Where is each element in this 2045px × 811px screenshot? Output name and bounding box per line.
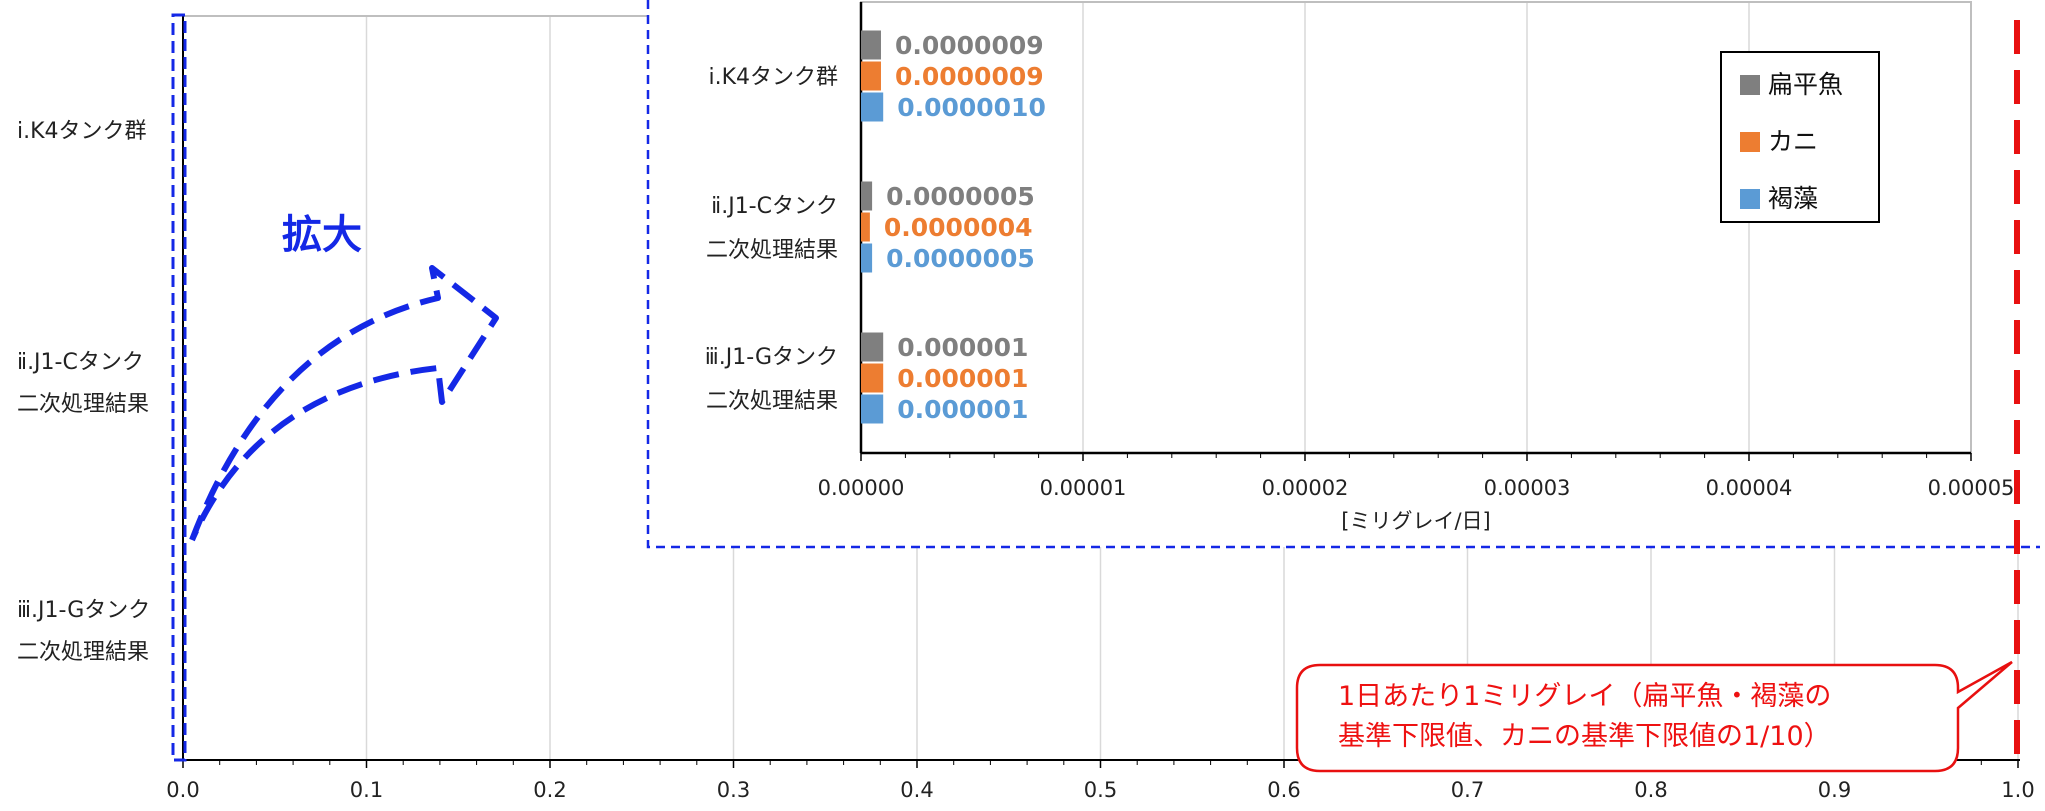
inset-bars [861, 30, 884, 424]
inset-frame [646, 0, 2040, 549]
main-x-tick-label: 0.6 [1267, 778, 1300, 802]
limit-note-callout [1295, 660, 2013, 773]
main-x-tick-label: 0.0 [166, 778, 199, 802]
inset-bar [861, 181, 873, 211]
limit-note-line2: 基準下限値、カニの基準下限値の1/10） [1338, 721, 1831, 752]
inset-data-label: 0.0000005 [886, 244, 1035, 273]
inset-category-label: 二次処理結果 [706, 389, 838, 414]
inset-category-label: ⅲ.J1-Gタンク [705, 345, 838, 370]
inset-bar [861, 394, 884, 424]
main-category-label: ⅲ.J1-Gタンク [17, 598, 150, 623]
inset-data-label: 0.000001 [897, 395, 1028, 424]
inset-bar [861, 363, 884, 393]
inset-bar [861, 92, 884, 122]
legend-entry: 褐藻 [1768, 184, 1818, 213]
inset-x-axis-label: [ミリグレイ/日] [1341, 509, 1490, 533]
inset-data-labels: 0.00000090.00000090.00000100.00000050.00… [884, 31, 1046, 424]
zoom-source-box [171, 13, 187, 762]
zoom-label: 拡大 [282, 212, 362, 258]
main-x-ticks: 0.0 0.1 0.2 0.3 0.4 0.5 0.6 0.7 0.8 0.9 1.0 [166, 760, 2035, 802]
main-x-tick-label: 0.5 [1084, 778, 1117, 802]
main-x-tick-label: 0.2 [533, 778, 566, 802]
legend-entry: カニ [1768, 127, 1818, 156]
inset-bar [861, 332, 884, 362]
inset-grid [1082, 2, 1750, 453]
inset-category-label: 二次処理結果 [706, 238, 838, 263]
inset-bar [861, 61, 881, 91]
inset-data-label: 0.0000009 [895, 62, 1044, 91]
inset-data-label: 0.000001 [897, 364, 1028, 393]
inset-bar [861, 243, 873, 273]
main-category-label: ⅱ.J1-Cタンク [17, 350, 144, 375]
main-x-tick-label: 0.3 [717, 778, 750, 802]
main-x-tick-label: 0.9 [1818, 778, 1851, 802]
main-category-label: ⅰ.K4タンク群 [17, 119, 147, 144]
main-x-tick-label: 0.1 [350, 778, 383, 802]
inset-x-ticks: 0.00000 0.00001 0.00002 0.00003 0.00004 0.000… [818, 453, 2015, 500]
inset-bar [861, 30, 881, 60]
inset-category-label: ⅱ.J1-Cタンク [711, 194, 838, 219]
inset-x-tick-label: 0.00000 [818, 476, 905, 500]
main-x-tick-label: 0.7 [1451, 778, 1484, 802]
inset-data-label: 0.0000009 [895, 31, 1044, 60]
limit-note-line1: 1日あたり1ミリグレイ（扁平魚・褐藻の [1338, 681, 1831, 712]
main-category-label: 二次処理結果 [17, 392, 149, 417]
inset-x-tick-label: 0.00004 [1706, 476, 1793, 500]
legend-swatch [1740, 189, 1760, 209]
zoom-arrow [189, 265, 499, 542]
inset-x-tick-label: 0.00005 [1928, 476, 2015, 500]
main-category-label: 二次処理結果 [17, 640, 149, 665]
inset-category-label: ⅰ.K4タンク群 [708, 65, 838, 90]
inset-x-tick-label: 0.00002 [1262, 476, 1349, 500]
inset-data-label: 0.0000004 [884, 213, 1033, 242]
legend-entry: 扁平魚 [1768, 70, 1843, 99]
main-x-tick-label: 0.8 [1634, 778, 1667, 802]
inset-data-label: 0.0000010 [897, 93, 1046, 122]
legend-swatch [1740, 132, 1760, 152]
inset-x-tick-label: 0.00001 [1040, 476, 1127, 500]
main-x-tick-label: 1.0 [2001, 778, 2034, 802]
inset-data-label: 0.000001 [897, 333, 1028, 362]
inset-data-label: 0.0000005 [886, 182, 1035, 211]
main-x-tick-label: 0.4 [900, 778, 933, 802]
legend-swatch [1740, 75, 1760, 95]
inset-bar [861, 212, 870, 242]
inset-x-tick-label: 0.00003 [1484, 476, 1571, 500]
